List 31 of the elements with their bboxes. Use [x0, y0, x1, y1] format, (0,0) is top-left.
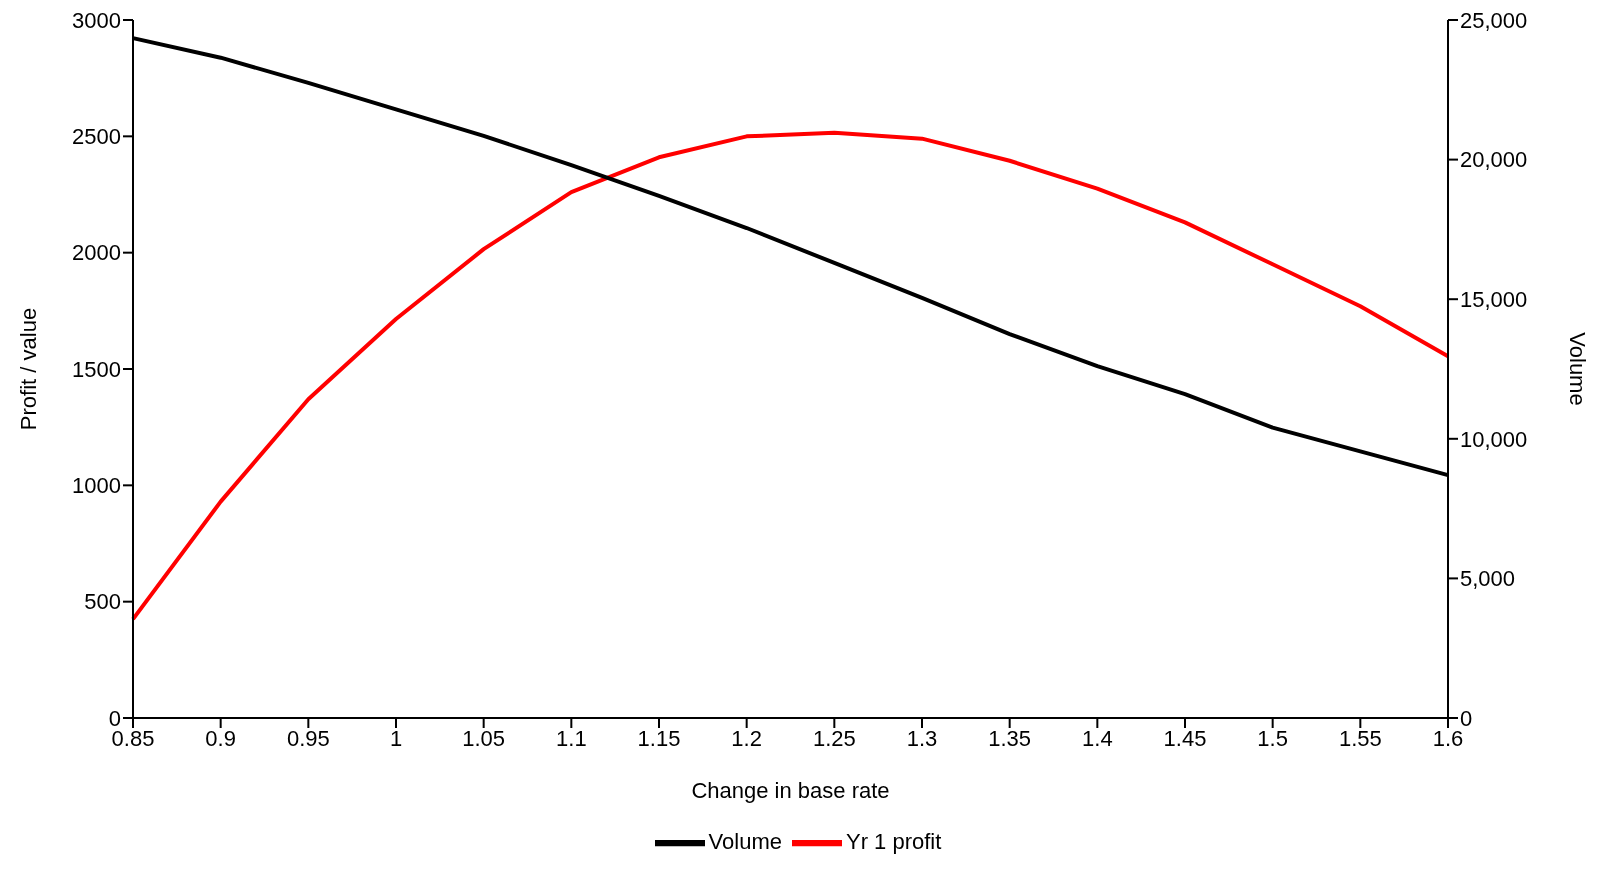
y2-tick-label: 20,000	[1460, 147, 1528, 173]
x-tick-label: 0.95	[286, 725, 330, 751]
y-tick-label: 500	[84, 589, 121, 615]
x-tick-label: 1	[389, 725, 403, 751]
x-tick-label: 1.4	[1082, 725, 1113, 751]
x-tick-label: 1.15	[637, 725, 681, 751]
x-tick-label: 1.3	[906, 725, 938, 751]
x-axis-title: Change in base rate	[691, 778, 890, 803]
line-series	[131, 130, 1450, 622]
x-tick-label: 1.35	[988, 725, 1032, 751]
y-tick-label: 1500	[72, 356, 121, 382]
x-tick-label: 1.45	[1163, 725, 1207, 751]
y2-tick-label: 15,000	[1460, 287, 1528, 313]
x-tick-label: 1.05	[462, 725, 506, 751]
x-tick-label: 1.2	[731, 725, 762, 751]
y-tick-label: 2500	[72, 124, 121, 150]
y2-tick-label: 5,000	[1460, 566, 1516, 592]
x-tick-label: 1.1	[556, 725, 587, 751]
legend-label: Volume	[708, 828, 782, 854]
x-tick-label: 1.55	[1338, 725, 1382, 751]
x-tick-label: 1.5	[1257, 725, 1288, 751]
x-tick-label: 0.9	[205, 725, 236, 751]
y-tick-label: 1000	[72, 473, 121, 499]
y-tick-label: 3000	[72, 7, 121, 33]
x-tick-label: 1.25	[812, 725, 856, 751]
y2-tick-label: 25,000	[1460, 7, 1528, 33]
y-axis-title: Profit / value	[15, 307, 41, 431]
y2-axis-title: Volume	[1565, 332, 1591, 406]
legend-label: Yr 1 profit	[846, 828, 942, 854]
y-tick-label: 2000	[72, 240, 121, 266]
y2-tick-label: 10,000	[1460, 426, 1528, 452]
